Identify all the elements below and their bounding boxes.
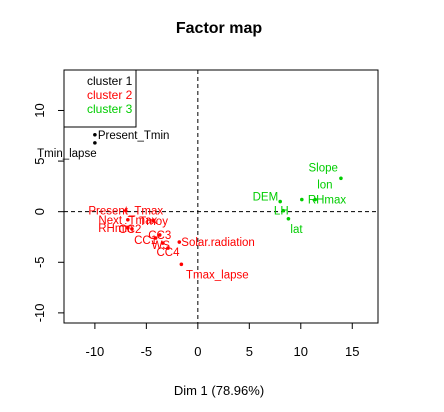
point-label: Present_Tmin	[98, 130, 170, 142]
legend-box	[63, 69, 137, 128]
point-label: lon	[317, 180, 332, 192]
data-point	[153, 236, 158, 240]
point-label: Tmin_lapse	[37, 148, 96, 160]
data-point	[130, 227, 134, 231]
data-point	[93, 141, 97, 145]
data-point	[126, 226, 130, 230]
y-tick-label: -10	[32, 303, 47, 322]
data-point	[278, 199, 282, 204]
point-label: Next_Tmax	[98, 215, 157, 227]
plot-frame	[63, 69, 379, 324]
data-point	[179, 262, 184, 267]
data-point	[123, 208, 128, 213]
data-point	[281, 208, 286, 213]
point-label: DEM	[253, 192, 279, 204]
data-point	[339, 176, 343, 181]
data-point	[286, 216, 291, 221]
x-tick-label: 0	[194, 344, 201, 359]
legend-entry: cluster 3	[87, 102, 133, 116]
point-label: CC1	[134, 235, 157, 247]
point-label: RHmax	[308, 195, 347, 207]
x-axis-label: Dim 1 (78.96%)	[174, 383, 264, 398]
point-label: Present_Tmax	[88, 206, 163, 218]
y-tick-label: 5	[32, 157, 47, 164]
point-label: Tmoy	[139, 216, 168, 228]
point-label: LH	[274, 206, 289, 218]
x-tick-label: 10	[294, 344, 308, 359]
axes-layer: -10 -5 0 5 10 15 -10 -5 0 5 10	[32, 69, 379, 359]
x-tick-label: -10	[85, 344, 104, 359]
x-tick-label: 15	[345, 344, 359, 359]
chart-title: Factor map	[176, 20, 262, 37]
point-label: Tmax_lapse	[186, 269, 249, 281]
data-point	[166, 246, 170, 250]
legend-entry: cluster 1	[87, 74, 133, 88]
data-point	[313, 197, 318, 202]
y-tick-label: 0	[32, 208, 47, 215]
y-tick-label: 10	[32, 103, 47, 117]
point-label: WS	[152, 240, 171, 252]
point-label: CC4	[156, 247, 180, 259]
data-point	[157, 233, 162, 237]
legend-entry: cluster 2	[87, 88, 133, 102]
point-label: Slope	[309, 162, 338, 174]
data-point	[161, 241, 165, 245]
data-point	[93, 132, 97, 137]
y-tick-label: -5	[32, 256, 47, 268]
point-label: lat	[290, 224, 303, 236]
point-label: Solar.radiation	[181, 237, 255, 249]
point-label: CC2	[118, 224, 141, 236]
point-label: RHmin	[98, 223, 133, 235]
data-point	[300, 197, 304, 202]
data-point	[126, 217, 130, 222]
data-point	[177, 240, 182, 244]
x-tick-label: -5	[141, 344, 153, 359]
point-label: CC3	[148, 230, 171, 242]
data-point	[151, 218, 156, 223]
x-tick-label: 5	[246, 344, 253, 359]
